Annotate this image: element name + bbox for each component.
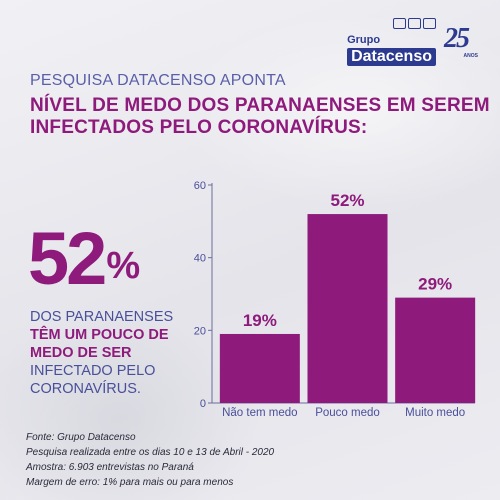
footer-source: Fonte: Grupo Datacenso bbox=[26, 432, 136, 443]
footer-margin: Margem de erro: 1% para mais ou para men… bbox=[26, 477, 234, 488]
bar-data-label: 29% bbox=[418, 275, 452, 294]
y-tick-label: 0 bbox=[200, 398, 206, 410]
description-line1: DOS PARANAENSES bbox=[30, 309, 174, 325]
footer-notes: Fonte: Grupo Datacenso Pesquisa realizad… bbox=[26, 430, 274, 490]
y-tick-label: 40 bbox=[194, 253, 206, 265]
highlight-description: DOS PARANAENSES TÊM UM POUCO DE MEDO DE … bbox=[30, 308, 180, 398]
highlight-number: 52 bbox=[28, 217, 107, 300]
brand-icons bbox=[347, 18, 436, 29]
y-tick-label: 20 bbox=[194, 325, 206, 337]
bar-data-label: 19% bbox=[243, 311, 277, 330]
bar bbox=[307, 214, 388, 403]
description-rest: INFECTADO PELO CORONAVÍRUS. bbox=[30, 363, 156, 397]
brand-name: Datacenso bbox=[347, 48, 436, 66]
description-strong: TÊM UM POUCO DE MEDO DE SER bbox=[30, 327, 169, 361]
table-icon bbox=[408, 18, 421, 29]
anniversary-label: ANOS bbox=[463, 53, 478, 59]
pen-icon bbox=[423, 18, 436, 29]
footer-dates: Pesquisa realizada entre os dias 10 e 13… bbox=[26, 447, 275, 458]
bar bbox=[219, 333, 300, 403]
x-tick-label: Muito medo bbox=[405, 407, 465, 419]
brand-group-label: Grupo bbox=[347, 34, 381, 46]
highlight-value: 52% bbox=[28, 222, 140, 296]
highlight-suffix: % bbox=[106, 245, 141, 287]
kicker: PESQUISA DATACENSO APONTA bbox=[30, 72, 286, 89]
chart-icon bbox=[393, 18, 406, 29]
headline: NÍVEL DE MEDO DOS PARANAENSES EM SEREM I… bbox=[30, 95, 490, 138]
x-tick-label: Pouco medo bbox=[315, 407, 380, 419]
anniversary-number: 25 bbox=[444, 23, 470, 54]
x-tick-label: Não tem medo bbox=[222, 407, 297, 419]
footer-sample: Amostra: 6.903 entrevistas no Paraná bbox=[26, 462, 194, 473]
bar-data-label: 52% bbox=[330, 191, 364, 210]
brand-logo: Grupo Datacenso 25 ANOS bbox=[347, 18, 478, 66]
y-tick-label: 60 bbox=[194, 180, 206, 192]
anniversary-badge: 25 ANOS bbox=[444, 23, 478, 61]
bar bbox=[395, 297, 476, 403]
